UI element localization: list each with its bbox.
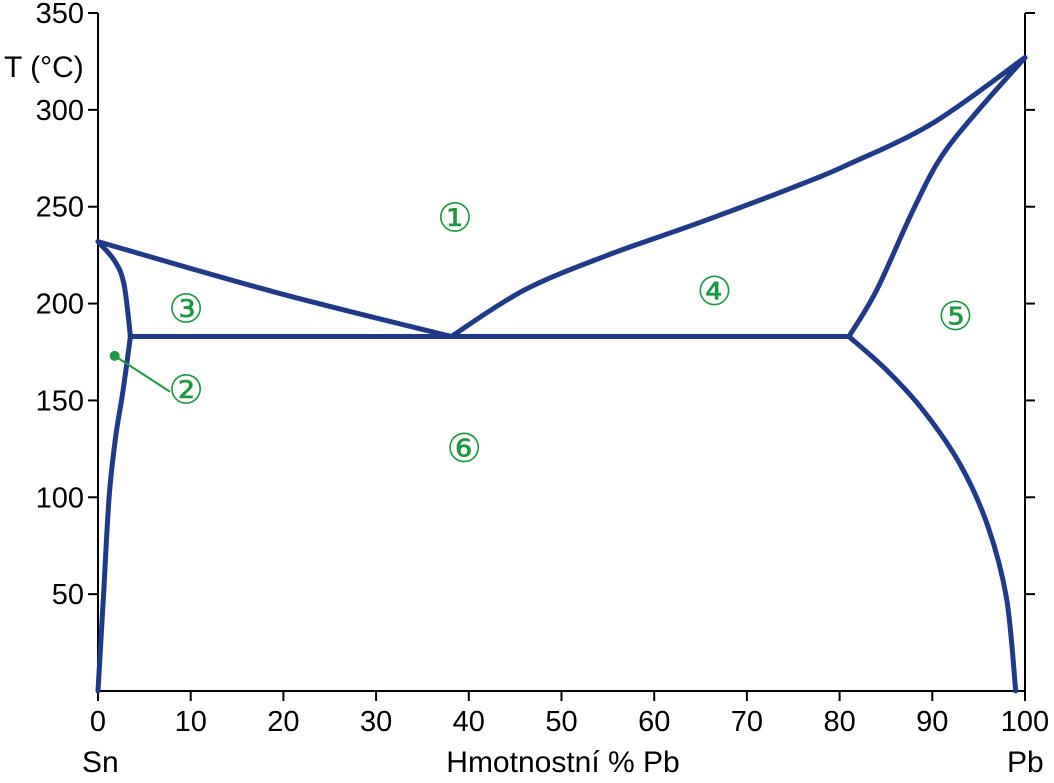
y-tick-label: 50 — [52, 579, 84, 611]
x-tick-label: 70 — [731, 706, 763, 738]
x-tick-label: 0 — [90, 706, 106, 738]
y-tick-label: 200 — [36, 289, 84, 321]
region-label: ⑤ — [938, 295, 974, 339]
phase-boundary-curve — [846, 334, 1019, 694]
region-2-pointer-line — [114, 355, 171, 393]
x-axis-title: Hmotnostní % Pb — [446, 746, 679, 778]
y-tick-label: 250 — [36, 192, 84, 224]
phase-boundary-curve — [95, 239, 133, 339]
y-axis-title: T (°C) — [4, 51, 84, 84]
x-tick-label: 40 — [453, 706, 485, 738]
y-tick-label: 100 — [36, 482, 84, 514]
x-tick-label: 10 — [175, 706, 207, 738]
region-label: ① — [437, 196, 473, 240]
x-tick-label: 50 — [545, 706, 577, 738]
x-tick-label: 20 — [267, 706, 299, 738]
y-tick-label: 300 — [36, 95, 84, 127]
x-right-element-label: Pb — [1007, 746, 1044, 778]
x-tick-label: 80 — [823, 706, 855, 738]
phase-boundary-curve — [95, 239, 454, 339]
x-left-element-label: Sn — [82, 746, 119, 778]
axes: 50 100 150 200 250 300 350 0 10 20 30 40 50 60 70 80 90 1… — [36, 0, 1050, 738]
region-label: ⑥ — [446, 427, 482, 471]
region-2-pointer-dot — [109, 350, 120, 361]
region-label: ④ — [697, 270, 733, 314]
region-label: ③ — [168, 287, 204, 331]
phase-curves — [95, 55, 1028, 694]
y-tick-label: 350 — [36, 0, 84, 30]
phase-boundary-curve — [448, 55, 1028, 339]
region-label: ② — [168, 369, 204, 413]
x-tick-label: 30 — [360, 706, 392, 738]
x-tick-label: 100 — [1001, 706, 1049, 738]
x-tick-label: 60 — [638, 706, 670, 738]
region-labels: ① ② ③ ④ ⑤ ⑥ — [109, 196, 974, 471]
x-tick-label: 90 — [916, 706, 948, 738]
phase-boundary-curve — [95, 334, 133, 694]
y-tick-label: 150 — [36, 385, 84, 417]
phase-boundary-curve — [846, 55, 1028, 339]
